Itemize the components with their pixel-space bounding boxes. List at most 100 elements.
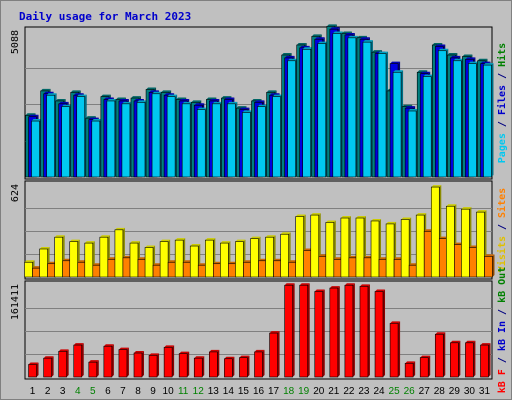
bar-kb_f (419, 357, 429, 378)
bar-visits (355, 217, 365, 278)
bar-top (103, 344, 114, 347)
legend-entry: kB Out (497, 267, 508, 303)
bar-top (401, 217, 412, 220)
legend-entry: / (497, 218, 508, 236)
bar-pages (31, 120, 40, 178)
x-tick-label: 23 (358, 386, 370, 397)
legend-entry: Visits (496, 236, 508, 272)
bar-top (205, 238, 216, 241)
bar-top (477, 58, 488, 61)
bar-top (465, 340, 476, 343)
bar-pages (106, 100, 116, 178)
bar-kb_f (118, 349, 128, 378)
bar-side (217, 349, 220, 377)
bar-side (172, 345, 175, 377)
bar-sites (484, 256, 493, 278)
bar-top (435, 332, 446, 335)
panel-hits: 5088 Pages / Files / Hits (10, 24, 508, 180)
bar-top (99, 235, 110, 238)
bar-visits (446, 205, 455, 278)
x-tick-label: 15 (238, 386, 250, 397)
bar-top (405, 106, 416, 109)
bar-side (126, 347, 129, 377)
bar-top (114, 227, 125, 230)
bar-side (428, 355, 431, 377)
bar-top (55, 98, 66, 101)
bar-visits (54, 236, 63, 278)
bar-top (266, 90, 277, 93)
bar-top (310, 213, 321, 216)
bar-visits (235, 241, 244, 278)
bar-kb_f (314, 291, 324, 378)
bar-top (118, 347, 129, 350)
bar-top (378, 51, 389, 54)
bar-visits (114, 229, 124, 278)
x-tick-label: 2 (45, 386, 51, 397)
bar-side (277, 331, 280, 377)
x-tick-label: 12 (193, 386, 205, 397)
bar-side (367, 284, 370, 377)
bar-top (161, 90, 172, 93)
bar-top (73, 343, 84, 346)
panel-visits: 624 Visits / Sites (10, 180, 508, 280)
bar-top (182, 101, 193, 104)
panel-kbytes: 161411 kB F / kB In / kB Out (10, 267, 508, 393)
bar-kb_f (163, 347, 173, 378)
bar-top (476, 210, 487, 213)
bar-pages (242, 112, 251, 178)
bar-pages (407, 110, 417, 178)
bar-top (118, 98, 129, 101)
bar-top (152, 91, 163, 94)
bar-side (352, 283, 355, 377)
legend-entry: kB F (497, 369, 508, 393)
bar-top (468, 61, 479, 64)
bar-kb_f (389, 323, 399, 378)
bar-side (36, 362, 39, 377)
bar-pages (332, 33, 342, 178)
bar-top (302, 47, 313, 50)
bar-kb_f (209, 351, 218, 378)
x-tick-label: 24 (373, 386, 385, 397)
bar-kb_f (344, 284, 354, 378)
bar-top (450, 340, 461, 343)
x-tick-label: 9 (150, 386, 156, 397)
bar-top (438, 48, 449, 51)
bar-top (54, 235, 65, 238)
bar-pages (422, 76, 432, 178)
bar-visits (250, 238, 259, 278)
legend-entry: Sites (496, 188, 508, 218)
bar-visits (325, 222, 335, 278)
bar-top (70, 90, 81, 93)
bar-top (88, 360, 99, 363)
bar-side (492, 254, 495, 277)
bar-visits (159, 241, 169, 278)
bar-top (450, 55, 461, 58)
bar-top (453, 58, 464, 61)
bar-top (224, 356, 235, 359)
bar-pages (453, 60, 462, 178)
bar-kb_f (480, 344, 489, 378)
bar-pages (392, 71, 402, 178)
bar-pages (121, 103, 131, 178)
bar-top (190, 244, 201, 247)
bar-top (344, 283, 355, 286)
bar-top (58, 101, 69, 104)
bar-pages (91, 120, 101, 178)
bar-top (175, 238, 186, 241)
bar-visits (220, 242, 229, 278)
chart-title: Daily usage for March 2023 (19, 10, 191, 23)
bar-top (220, 241, 231, 244)
bar-top (239, 355, 250, 358)
bar-top (295, 214, 306, 217)
bar-side (398, 321, 401, 377)
bar-top (242, 110, 253, 113)
bar-kb_f (239, 357, 248, 378)
bar-top (435, 44, 446, 47)
bar-kb_f (28, 364, 37, 378)
bar-pages (212, 103, 221, 178)
bar-top (76, 94, 87, 97)
bar-visits (400, 219, 410, 278)
bar-top (106, 98, 117, 101)
bar-pages (166, 96, 176, 178)
bar-side (409, 217, 412, 277)
